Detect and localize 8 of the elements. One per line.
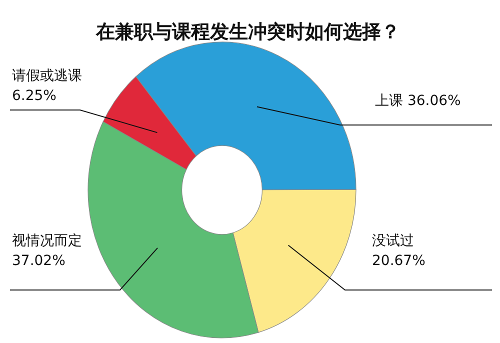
data-label: 20.67% xyxy=(372,253,426,269)
slice-label: 请假或逃课 xyxy=(12,68,82,84)
slice-label: 视情况而定 xyxy=(12,233,82,249)
slice-label: 没试过 xyxy=(372,233,414,249)
slice-label: 上课 36.06% xyxy=(375,93,461,109)
chart-title: 在兼职与课程发生冲突时如何选择？ xyxy=(95,21,400,43)
data-label: 6.25% xyxy=(12,88,56,104)
data-label: 37.02% xyxy=(12,253,66,269)
